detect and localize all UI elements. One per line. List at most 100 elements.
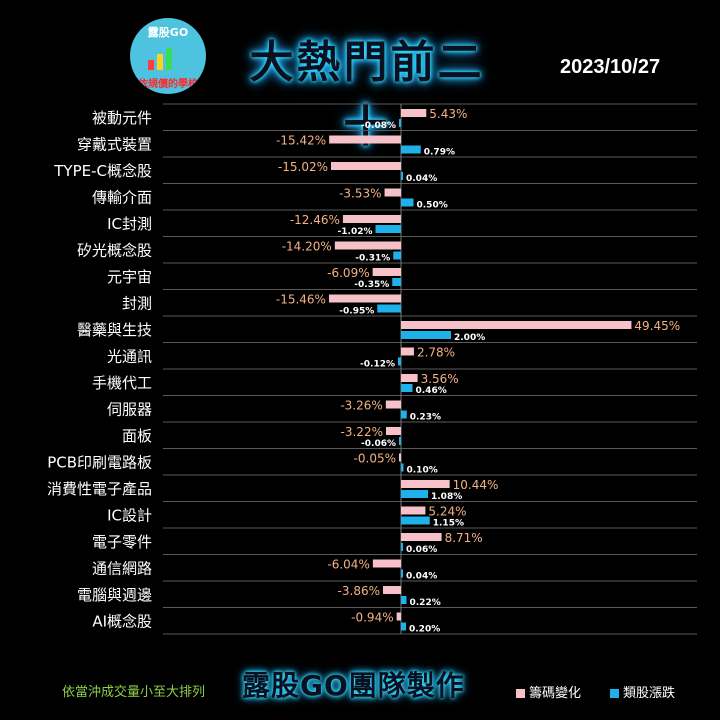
chip-change-label: 49.45% <box>634 319 680 333</box>
chip-change-label: 5.43% <box>429 107 467 121</box>
legend-label-chip: 籌碼變化 <box>529 686 582 701</box>
sector-change-label: 0.50% <box>417 201 448 211</box>
chip-change-bar <box>331 162 401 170</box>
chip-change-label: -3.26% <box>340 399 382 413</box>
chip-change-label: 3.56% <box>421 372 459 386</box>
category-label: AI概念股 <box>92 613 152 631</box>
sector-change-label: -0.12% <box>360 360 395 370</box>
chip-change-bar <box>372 559 401 568</box>
logo-bars-icon <box>148 48 175 70</box>
sector-change-bar <box>399 437 401 445</box>
chip-change-label: -3.22% <box>341 425 383 439</box>
sector-change-label: -0.95% <box>339 307 374 317</box>
chip-change-bar <box>384 188 401 197</box>
sector-change-label: 0.04% <box>406 572 437 582</box>
chip-change-bar <box>401 533 442 541</box>
category-label: 封測 <box>122 295 152 313</box>
chip-change-label: 5.24% <box>428 505 466 519</box>
report-date: 2023/10/27 <box>560 56 661 78</box>
sector-change-label: -0.35% <box>354 280 389 290</box>
chip-change-bar <box>401 109 427 117</box>
sector-change-label: 0.23% <box>410 413 441 423</box>
sector-change-label: -1.02% <box>338 227 373 237</box>
chip-change-label: -3.86% <box>338 584 380 598</box>
sector-change-label: 2.00% <box>454 333 485 343</box>
category-label: 矽光概念股 <box>77 242 152 260</box>
sector-change-bar <box>401 543 403 551</box>
chip-change-bar <box>401 374 418 382</box>
legend-label-sector: 類股漲跌 <box>623 686 676 701</box>
sector-change-bar <box>401 384 413 392</box>
chip-change-bar <box>372 268 401 276</box>
sector-change-bar <box>401 172 403 180</box>
legend-swatch-chip <box>516 689 525 698</box>
chip-change-label: -12.46% <box>290 213 340 227</box>
logo: 露股GO 依規價的學校 <box>130 18 206 94</box>
category-label: TYPE-C概念股 <box>53 162 152 180</box>
logo-brand: 露股GO <box>147 26 189 39</box>
category-label: 被動元件 <box>92 109 152 127</box>
chip-change-label: -15.02% <box>278 160 328 174</box>
sector-change-label: 1.08% <box>431 492 462 502</box>
sector-change-label: 0.22% <box>410 598 441 608</box>
sort-note: 依當沖成交量小至大排列 <box>62 685 206 700</box>
category-label: 手機代工 <box>92 374 152 392</box>
chip-change-label: -6.04% <box>327 558 369 572</box>
sector-change-bar <box>393 251 401 260</box>
chip-change-bar <box>385 427 401 435</box>
sector-change-label: -0.08% <box>361 121 396 131</box>
chip-change-label: -0.94% <box>351 611 393 625</box>
sector-change-bar <box>392 278 401 286</box>
chip-change-label: 2.78% <box>417 346 455 360</box>
chip-change-bar <box>399 453 401 462</box>
category-label: 面板 <box>122 427 152 445</box>
category-label: IC設計 <box>107 507 152 525</box>
category-label: 電腦與週邊 <box>77 586 152 604</box>
sector-change-label: 0.04% <box>406 174 437 184</box>
chip-change-bar <box>342 215 401 223</box>
chip-change-bar <box>401 506 426 515</box>
category-label: 消費性電子產品 <box>47 480 152 498</box>
chip-change-label: -15.46% <box>276 293 326 307</box>
sector-change-bar <box>401 516 430 525</box>
category-label: 電子零件 <box>92 533 152 551</box>
chip-change-label: -6.09% <box>327 266 369 280</box>
sector-change-bar <box>398 357 401 366</box>
chip-change-bar <box>401 321 632 329</box>
sector-change-bar <box>401 145 421 154</box>
sector-change-label: 1.15% <box>433 519 464 529</box>
chip-change-label: -0.05% <box>354 452 396 466</box>
category-label: 伺服器 <box>107 401 152 419</box>
sector-change-bar <box>401 331 451 339</box>
sector-change-bar <box>401 596 407 604</box>
chip-change-bar <box>329 135 401 144</box>
chip-change-label: -3.53% <box>339 187 381 201</box>
chip-change-bar <box>383 586 401 594</box>
sector-change-label: 0.10% <box>407 466 438 476</box>
sector-change-label: 0.79% <box>424 148 455 158</box>
sector-change-bar <box>401 198 414 207</box>
chip-change-bar <box>396 612 401 621</box>
sector-change-bar <box>401 463 404 472</box>
sector-change-label: 0.06% <box>406 545 437 555</box>
category-label: PCB印刷電路板 <box>47 454 152 472</box>
category-label: 醫藥與生技 <box>77 321 152 339</box>
sector-change-label: 0.46% <box>416 386 447 396</box>
chip-change-label: -15.42% <box>276 134 326 148</box>
chip-change-bar <box>401 347 414 356</box>
chip-change-label: 10.44% <box>453 478 499 492</box>
category-label: 元宇宙 <box>107 268 152 286</box>
sector-change-label: -0.31% <box>355 254 390 264</box>
category-label: IC封測 <box>107 215 152 233</box>
sector-change-bar <box>375 225 401 233</box>
sector-change-bar <box>399 119 401 127</box>
sector-change-bar <box>377 304 401 313</box>
chip-change-label: 8.71% <box>445 531 483 545</box>
category-label: 通信網路 <box>92 560 152 578</box>
category-label: 傳輸介面 <box>92 189 152 207</box>
chip-change-bar <box>385 400 401 409</box>
sector-change-bar <box>401 622 406 631</box>
legend-item-sector: 類股漲跌 <box>610 682 675 701</box>
legend-item-chip: 籌碼變化 <box>516 682 581 701</box>
